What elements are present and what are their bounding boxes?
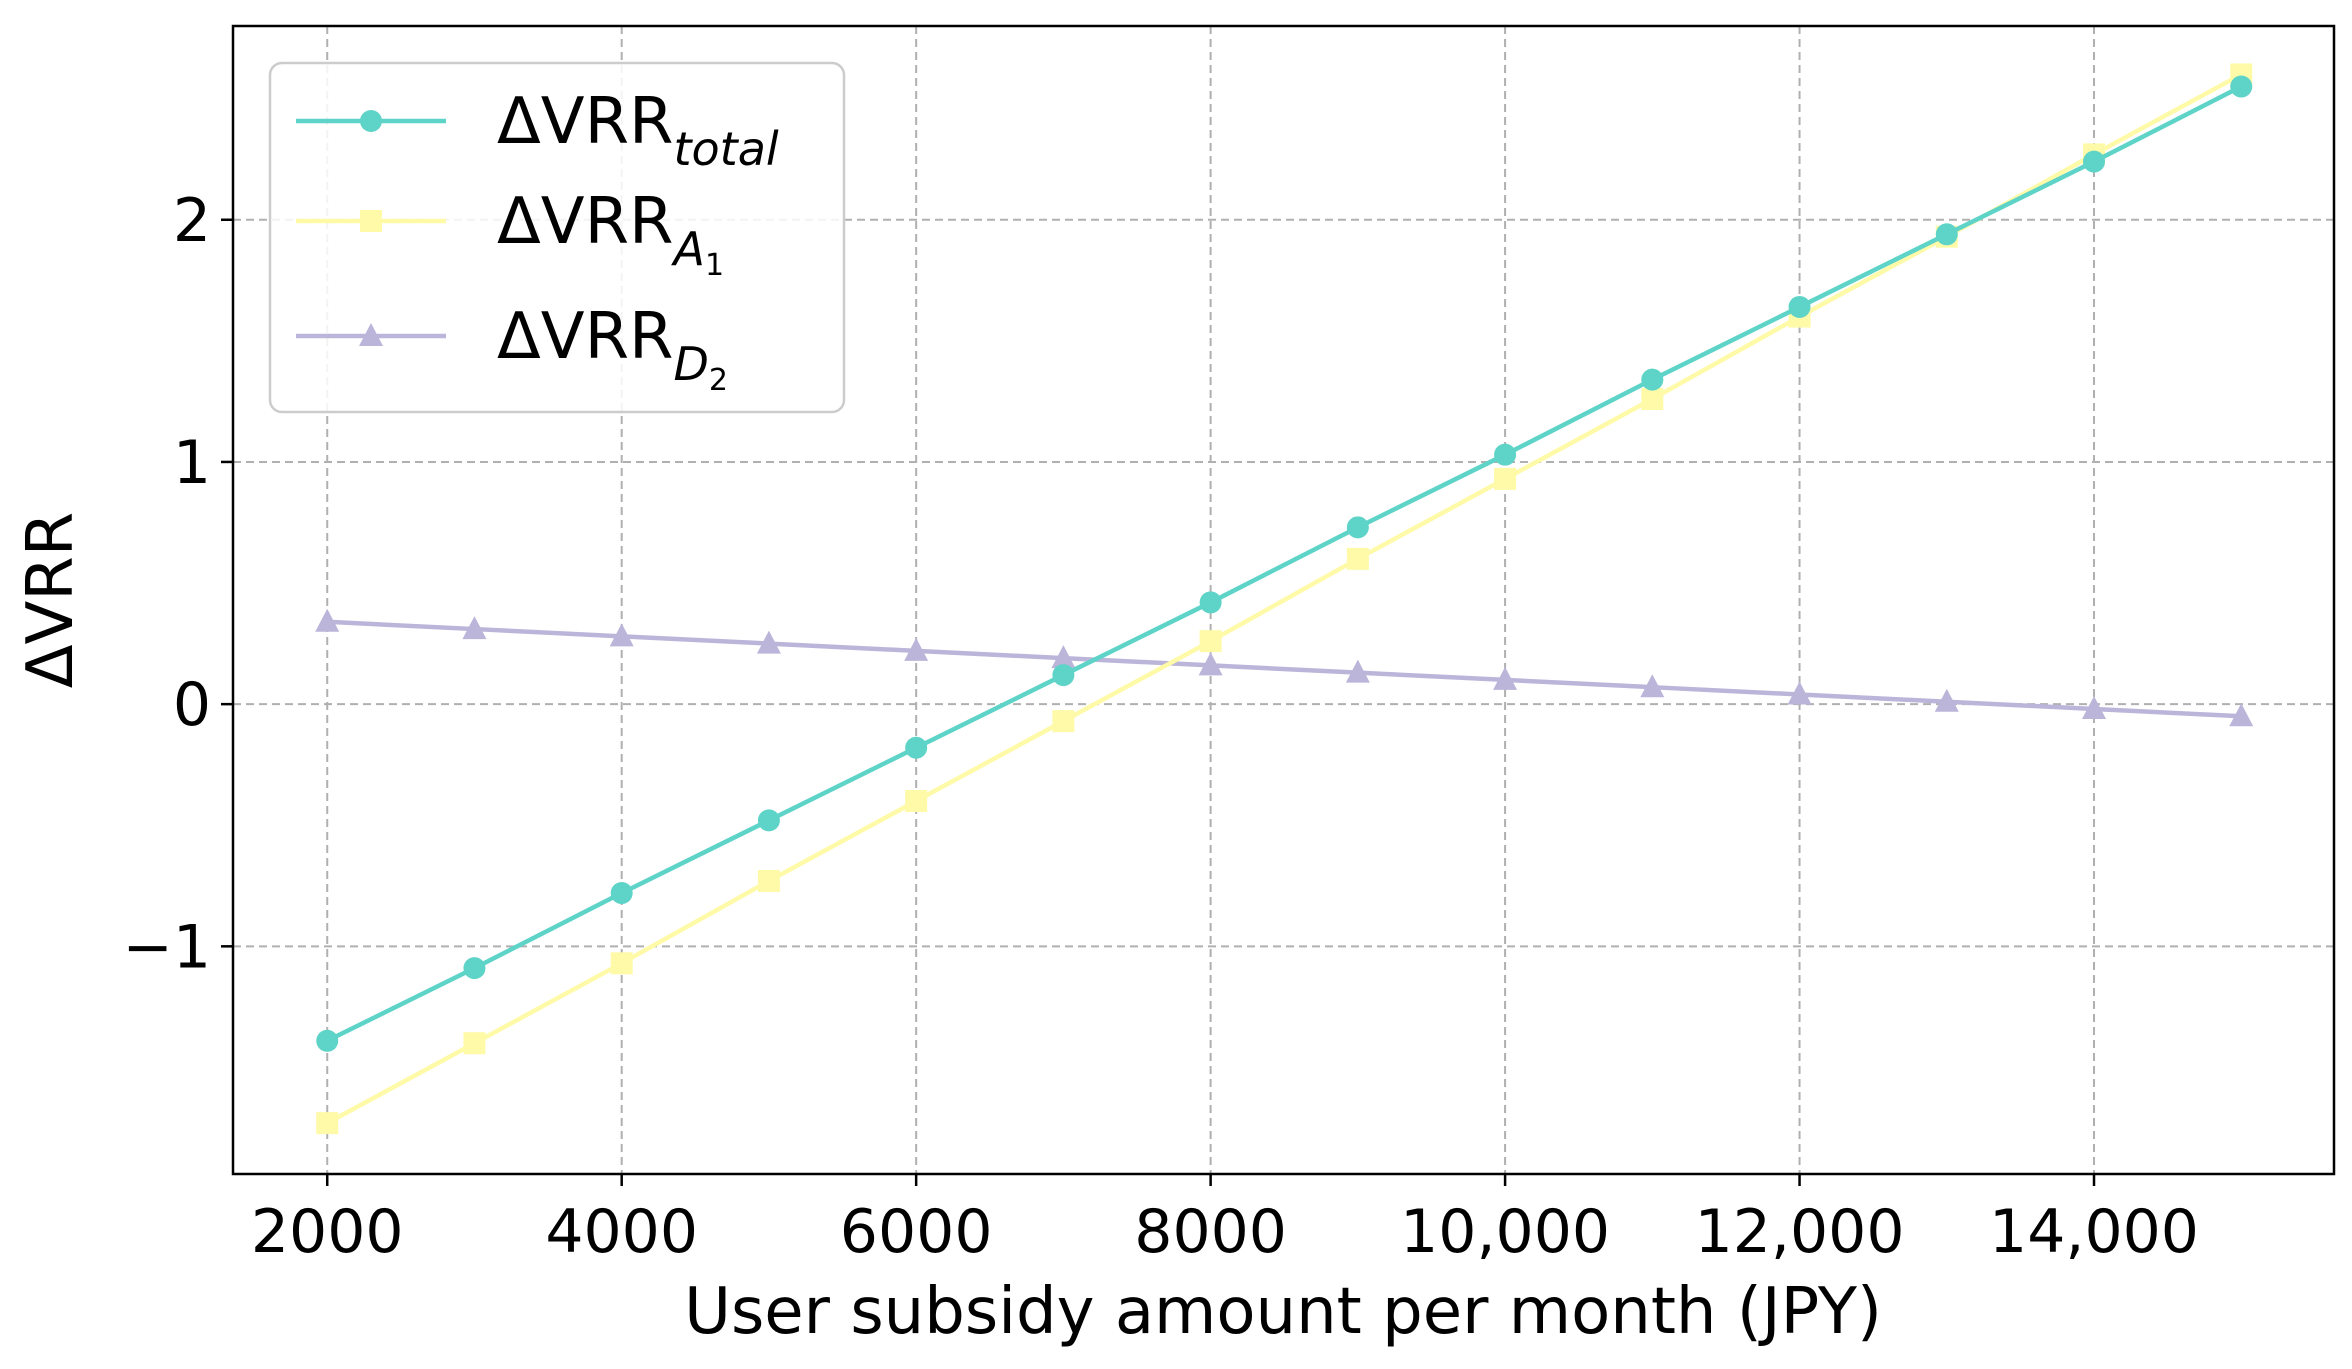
data-point-total [1788, 295, 1811, 318]
y-tick-label: 0 [173, 670, 211, 740]
data-point-A1 [905, 790, 928, 813]
series-total [316, 75, 2253, 1052]
data-point-D2 [904, 637, 929, 661]
data-point-total [1346, 516, 1369, 539]
y-tick-label: 2 [173, 186, 211, 256]
data-point-D2 [315, 608, 340, 632]
data-point-D2 [1787, 681, 1812, 705]
x-tick-label: 12,000 [1695, 1197, 1905, 1267]
data-point-total [2230, 75, 2253, 98]
y-tick-label: −1 [123, 912, 211, 982]
data-point-A1 [1052, 710, 1075, 733]
data-point-total [316, 1029, 339, 1052]
legend-subsubscript-A1: 1 [705, 248, 724, 283]
data-point-total [2083, 150, 2106, 173]
x-tick-label: 4000 [545, 1197, 698, 1267]
x-tick-label: 10,000 [1400, 1197, 1610, 1267]
data-point-D2 [1345, 659, 1370, 683]
data-point-total [610, 882, 633, 905]
data-point-D2 [1493, 666, 1518, 690]
data-point-total [1199, 591, 1222, 614]
data-point-A1 [1494, 467, 1517, 490]
data-point-D2 [1051, 645, 1076, 669]
data-point-total [1494, 443, 1517, 466]
series-group [315, 63, 2254, 1135]
legend-marker-D2 [359, 323, 383, 346]
legend-marker-total [360, 110, 382, 132]
x-tick-label: 6000 [840, 1197, 993, 1267]
x-tick-label: 8000 [1134, 1197, 1287, 1267]
data-point-total [463, 957, 486, 980]
data-point-D2 [756, 630, 781, 654]
data-point-total [757, 809, 780, 832]
data-point-A1 [610, 952, 633, 975]
data-point-total [1935, 223, 1958, 246]
data-point-A1 [463, 1032, 486, 1055]
data-point-A1 [316, 1112, 339, 1135]
axis-ticks: 2000 4000 6000 8000 10,000 12,000 14,000 −1 0 1 2 [123, 186, 2199, 1267]
data-point-D2 [1640, 674, 1665, 698]
data-point-D2 [609, 623, 634, 647]
plot-frame [231, 24, 2336, 1176]
data-point-D2 [2229, 703, 2254, 727]
data-point-total [1052, 664, 1075, 687]
data-point-total [1641, 368, 1664, 391]
legend-subsubscript-D2: 2 [709, 363, 728, 398]
data-point-A1 [1641, 387, 1664, 410]
x-tick-label: 14,000 [1989, 1197, 2199, 1267]
data-point-A1 [757, 869, 780, 892]
data-point-A1 [1346, 547, 1369, 570]
x-tick-label: 2000 [251, 1197, 404, 1267]
data-point-total [905, 736, 928, 759]
data-point-D2 [462, 616, 487, 640]
x-axis-title: User subsidy amount per month (JPY) [684, 1275, 1882, 1349]
data-point-A1 [1199, 630, 1222, 653]
legend-box [268, 61, 846, 414]
legend-subscript-D2: D [674, 337, 709, 391]
series-line-A1 [326, 72, 2243, 1126]
series-D2 [315, 608, 2254, 727]
data-point-D2 [2082, 695, 2107, 719]
y-tick-label: 1 [173, 428, 211, 498]
series-line-total [326, 84, 2243, 1043]
data-point-D2 [1934, 688, 1959, 712]
legend-marker-A1 [360, 210, 382, 232]
series-line-D2 [327, 619, 2242, 719]
legend-subscript-A1: A [671, 222, 705, 276]
data-point-D2 [1198, 652, 1223, 676]
legend-subscript-total: total [674, 122, 779, 176]
y-axis-title: ΔVRR [14, 512, 88, 689]
